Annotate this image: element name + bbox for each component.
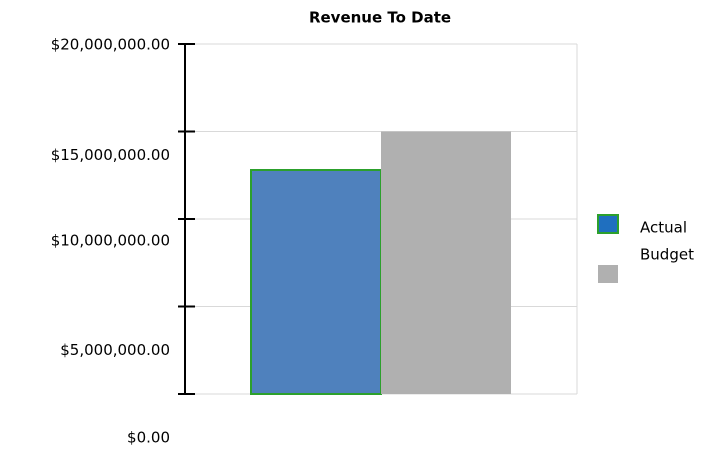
- y-tick-label: $10,000,000.00: [51, 232, 170, 250]
- bar: [381, 131, 511, 394]
- legend-label: Budget: [640, 246, 694, 264]
- bar: [250, 169, 382, 395]
- y-tick-label: $20,000,000.00: [51, 36, 170, 54]
- y-tick-label: $15,000,000.00: [51, 146, 170, 164]
- legend-swatch: [597, 214, 619, 234]
- chart-title: Revenue To Date: [309, 9, 451, 27]
- legend-swatch: [598, 265, 618, 283]
- y-tick-label: $0.00: [127, 429, 170, 447]
- y-tick-label: $5,000,000.00: [60, 341, 170, 359]
- legend-label: Actual: [640, 219, 687, 237]
